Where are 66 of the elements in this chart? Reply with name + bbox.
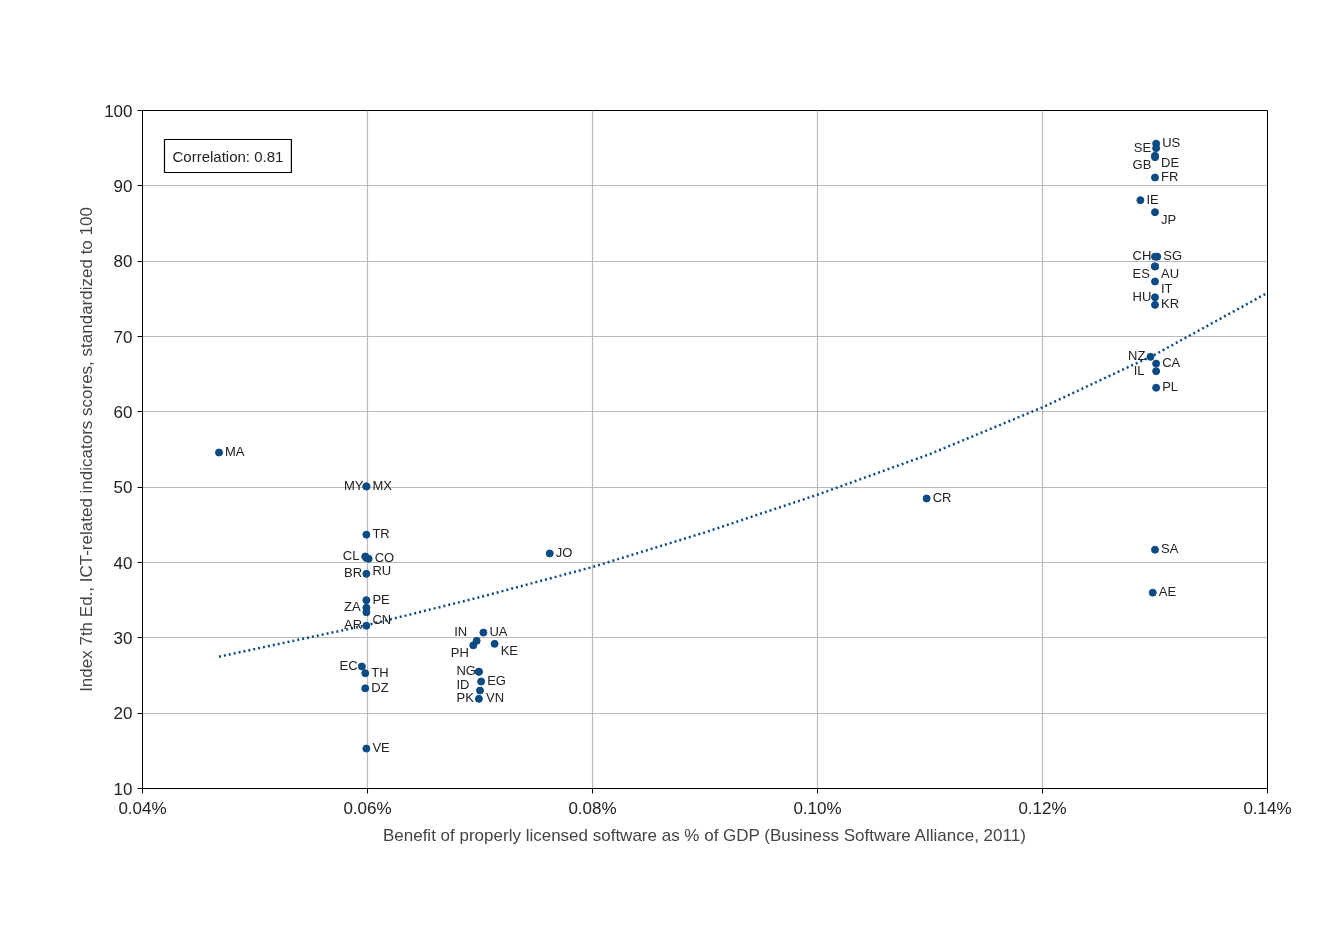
annotation: RU: [372, 563, 392, 579]
annotation: US: [1162, 135, 1181, 151]
annotation: AU: [1161, 265, 1180, 281]
annotation: VE: [372, 740, 391, 756]
annotation: PE: [372, 591, 391, 607]
annotation: IT: [1161, 281, 1173, 297]
annotation: UA: [489, 624, 508, 640]
annotation: SE: [1133, 139, 1152, 155]
x-tick-label: 0.04%: [118, 798, 167, 818]
annotation: FR: [1161, 169, 1179, 185]
y-tick-label: 20: [113, 704, 133, 724]
annotation: DE: [1161, 155, 1180, 171]
annotation: ZA: [343, 599, 361, 615]
annotation: GB: [1132, 156, 1152, 172]
annotation: SG: [1163, 248, 1183, 264]
annotation: JP: [1161, 211, 1177, 227]
annotation: IN: [454, 624, 468, 640]
x-tick-label: 0.14%: [1243, 798, 1292, 818]
annotation: DZ: [371, 679, 389, 695]
y-tick-label: 50: [113, 478, 133, 498]
x-tick-label: 0.12%: [1018, 798, 1067, 818]
annotation: BR: [343, 565, 363, 581]
annotation: AE: [1158, 584, 1177, 600]
y-tick-label: 80: [113, 252, 133, 272]
annotation: TR: [372, 526, 390, 542]
annotation: NZ: [1128, 348, 1146, 364]
x-axis-title: Benefit of properly licensed software as % of GDP (Business Software Alliance, 2011): [382, 825, 1026, 845]
annotation: MA: [225, 444, 245, 460]
annotation: EG: [487, 673, 506, 689]
annotation: CR: [932, 489, 952, 505]
x-tick-label: 0.06%: [343, 798, 392, 818]
annotation: TH: [371, 664, 389, 680]
y-tick-label: 60: [113, 402, 133, 422]
x-tick-label: 0.08%: [568, 798, 617, 818]
annotation: ES: [1132, 265, 1151, 281]
annotation: KE: [500, 643, 519, 659]
annotation: KR: [1161, 296, 1180, 312]
annotation: NG: [456, 663, 476, 679]
y-axis-title: Index 7th Ed., ICT-related indicators scores, standardized to 100: [77, 207, 97, 692]
annotation: Correlation: 0.81: [172, 147, 284, 165]
annotation: HU: [1132, 288, 1152, 304]
annotation: ID: [456, 677, 470, 693]
annotation: SA: [1161, 541, 1179, 557]
y-tick-label: 90: [113, 176, 133, 196]
y-tick-label: 10: [113, 779, 133, 799]
annotation: CH: [1132, 248, 1152, 264]
y-tick-label: 30: [113, 628, 133, 648]
annotation: PK: [456, 690, 475, 706]
annotation: IE: [1146, 191, 1159, 207]
annotation: CA: [1162, 355, 1181, 371]
y-tick-label: 100: [104, 101, 133, 121]
y-tick-label: 40: [113, 553, 133, 573]
annotation: CL: [342, 547, 360, 563]
annotation: VN: [486, 690, 505, 706]
x-tick-label: 0.10%: [793, 798, 842, 818]
annotation: MY: [343, 477, 364, 493]
annotation: IL: [1133, 362, 1145, 378]
annotation: MX: [372, 477, 393, 493]
annotation: JO: [555, 544, 573, 560]
annotation: PH: [450, 644, 469, 660]
y-tick-label: 70: [113, 327, 133, 347]
annotation: AR: [343, 617, 363, 633]
annotation: PL: [1162, 379, 1179, 395]
annotation: CO: [374, 550, 395, 566]
annotation: EC: [339, 657, 358, 673]
annotation: CN: [372, 611, 392, 627]
